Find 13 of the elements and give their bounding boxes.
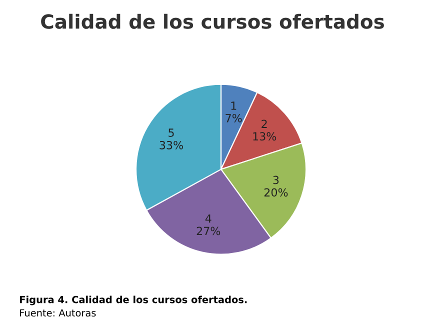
source-note: Fuente: Autoras <box>20 309 96 317</box>
data-label: 33% <box>160 140 183 150</box>
slice-label: 3 <box>273 176 279 184</box>
slice-label: 2 <box>262 120 267 128</box>
slice-label: 1 <box>231 102 236 110</box>
text: Figura 4. Calidad de los cursos ofertados. <box>20 296 247 306</box>
slice-label: 5 <box>168 128 174 137</box>
data-label: 20% <box>264 188 288 197</box>
chart-title: Calidad de los cursos ofertados <box>41 14 384 29</box>
data-label: 7% <box>226 114 242 122</box>
data-label: 27% <box>196 226 220 236</box>
slice-label: 4 <box>205 214 212 223</box>
data-label: 13% <box>253 132 276 141</box>
